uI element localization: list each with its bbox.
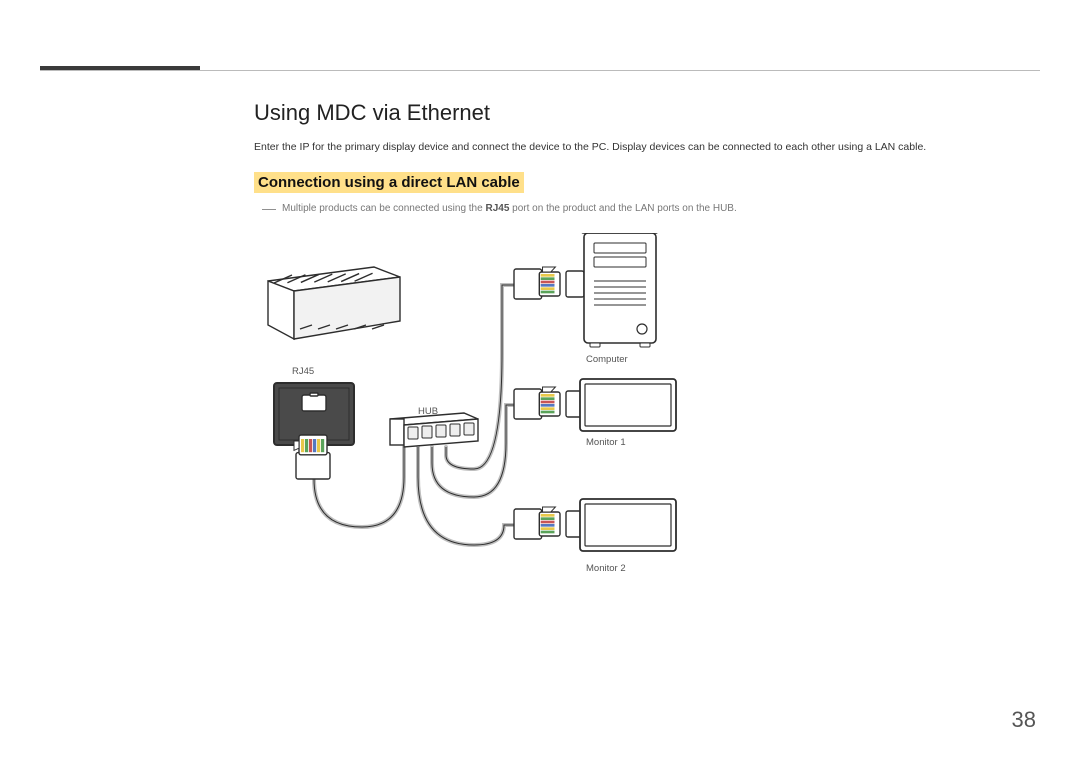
note-text: Multiple products can be connected using… [282,203,737,214]
note-prefix: Multiple products can be connected using… [282,203,485,214]
diagram-label-monitor2: Monitor 2 [586,563,626,574]
diagram-label-hub: HUB [418,406,438,417]
diagram-label-monitor1: Monitor 1 [586,437,626,448]
page-content: Using MDC via Ethernet Enter the IP for … [254,100,1040,593]
connection-diagram: RJ45 HUB Computer Monitor 1 Monitor 2 [254,233,794,593]
note-suffix: port on the product and the LAN ports on… [509,203,736,214]
header-rule [40,70,1040,71]
note-dash-icon: ― [262,201,276,215]
page-number: 38 [1012,707,1036,733]
section-subtitle: Connection using a direct LAN cable [254,172,524,193]
diagram-label-computer: Computer [586,354,628,365]
diagram-label-rj45: RJ45 [292,366,314,377]
intro-text: Enter the IP for the primary display dev… [254,140,1040,156]
note-row: ― Multiple products can be connected usi… [254,203,1040,215]
note-bold: RJ45 [485,203,509,214]
page-title: Using MDC via Ethernet [254,100,1040,126]
